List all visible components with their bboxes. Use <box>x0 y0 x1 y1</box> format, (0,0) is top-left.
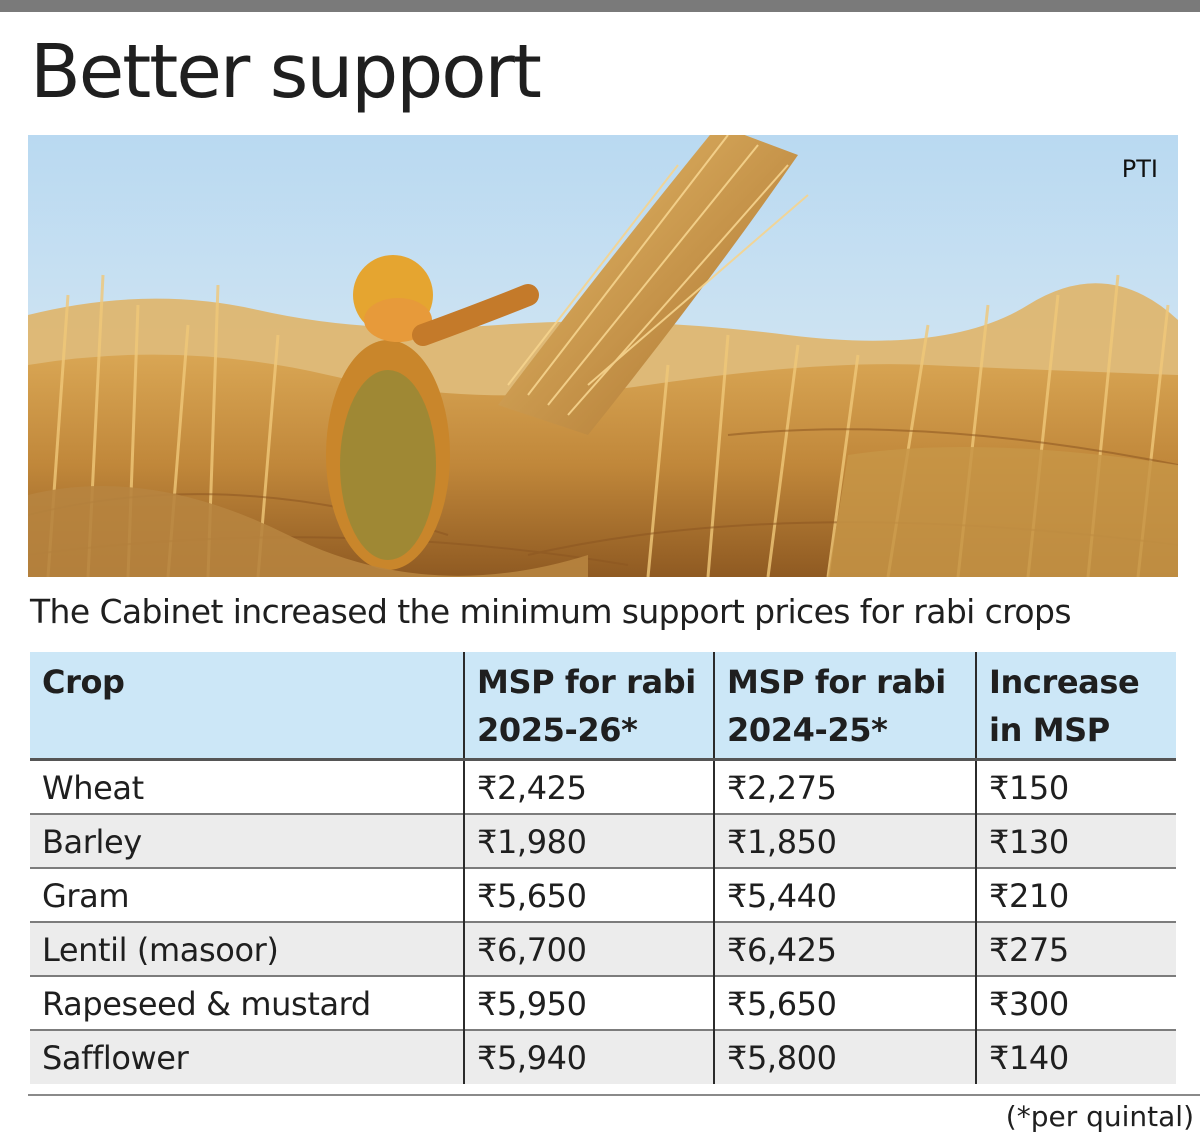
msp-2025-cell: ₹5,940 <box>463 1028 714 1084</box>
table-row: Wheat ₹2,425 ₹2,275 ₹150 <box>30 758 1176 814</box>
headline: Better support <box>30 29 542 115</box>
header-msp-2025-26: MSP for rabi 2025-26* <box>463 652 714 760</box>
table-row: Barley ₹1,980 ₹1,850 ₹130 <box>30 812 1176 868</box>
msp-2024-cell: ₹1,850 <box>713 812 976 868</box>
msp-2025-cell: ₹2,425 <box>463 758 714 814</box>
header-crop-label: Crop <box>42 663 125 701</box>
table-row: Lentil (masoor) ₹6,700 ₹6,425 ₹275 <box>30 920 1176 976</box>
table-row: Safflower ₹5,940 ₹5,800 ₹140 <box>30 1028 1176 1084</box>
increase-cell: ₹210 <box>975 866 1176 922</box>
photo-illustration <box>28 135 1178 577</box>
crop-cell: Safflower <box>30 1028 464 1084</box>
header-increase-line1: Increase <box>989 663 1140 701</box>
header-msp-2024-line1: MSP for rabi <box>727 663 946 701</box>
table-row: Gram ₹5,650 ₹5,440 ₹210 <box>30 866 1176 922</box>
header-increase: Increase in MSP <box>975 652 1176 760</box>
crop-cell: Rapeseed & mustard <box>30 974 464 1030</box>
wheat-harvest-photo: PTI <box>28 135 1178 577</box>
increase-cell: ₹150 <box>975 758 1176 814</box>
msp-2025-cell: ₹6,700 <box>463 920 714 976</box>
crop-cell: Lentil (masoor) <box>30 920 464 976</box>
header-msp-2025-line1: MSP for rabi <box>477 663 696 701</box>
table-header-row: Crop MSP for rabi 2025-26* MSP for rabi 20… <box>30 652 1176 760</box>
msp-2025-cell: ₹1,980 <box>463 812 714 868</box>
msp-2024-cell: ₹5,440 <box>713 866 976 922</box>
crop-cell: Gram <box>30 866 464 922</box>
msp-2024-cell: ₹6,425 <box>713 920 976 976</box>
msp-table: Crop MSP for rabi 2025-26* MSP for rabi 20… <box>30 652 1176 1084</box>
msp-2025-cell: ₹5,950 <box>463 974 714 1030</box>
bottom-rule <box>28 1094 1200 1096</box>
header-msp-2024-25: MSP for rabi 2024-25* <box>713 652 976 760</box>
table-row: Rapeseed & mustard ₹5,950 ₹5,650 ₹300 <box>30 974 1176 1030</box>
footnote: (*per quintal) <box>1005 1100 1194 1133</box>
header-increase-line2: in MSP <box>989 711 1110 749</box>
increase-cell: ₹275 <box>975 920 1176 976</box>
header-msp-2024-line2: 2024-25* <box>727 711 888 749</box>
msp-2024-cell: ₹5,800 <box>713 1028 976 1084</box>
increase-cell: ₹130 <box>975 812 1176 868</box>
crop-cell: Wheat <box>30 758 464 814</box>
photo-credit: PTI <box>1121 155 1158 183</box>
msp-2024-cell: ₹2,275 <box>713 758 976 814</box>
msp-2024-cell: ₹5,650 <box>713 974 976 1030</box>
increase-cell: ₹140 <box>975 1028 1176 1084</box>
increase-cell: ₹300 <box>975 974 1176 1030</box>
top-rule <box>0 0 1200 12</box>
header-crop: Crop <box>30 652 464 760</box>
crop-cell: Barley <box>30 812 464 868</box>
msp-2025-cell: ₹5,650 <box>463 866 714 922</box>
subheading: The Cabinet increased the minimum suppor… <box>30 592 1072 631</box>
header-msp-2025-line2: 2025-26* <box>477 711 638 749</box>
